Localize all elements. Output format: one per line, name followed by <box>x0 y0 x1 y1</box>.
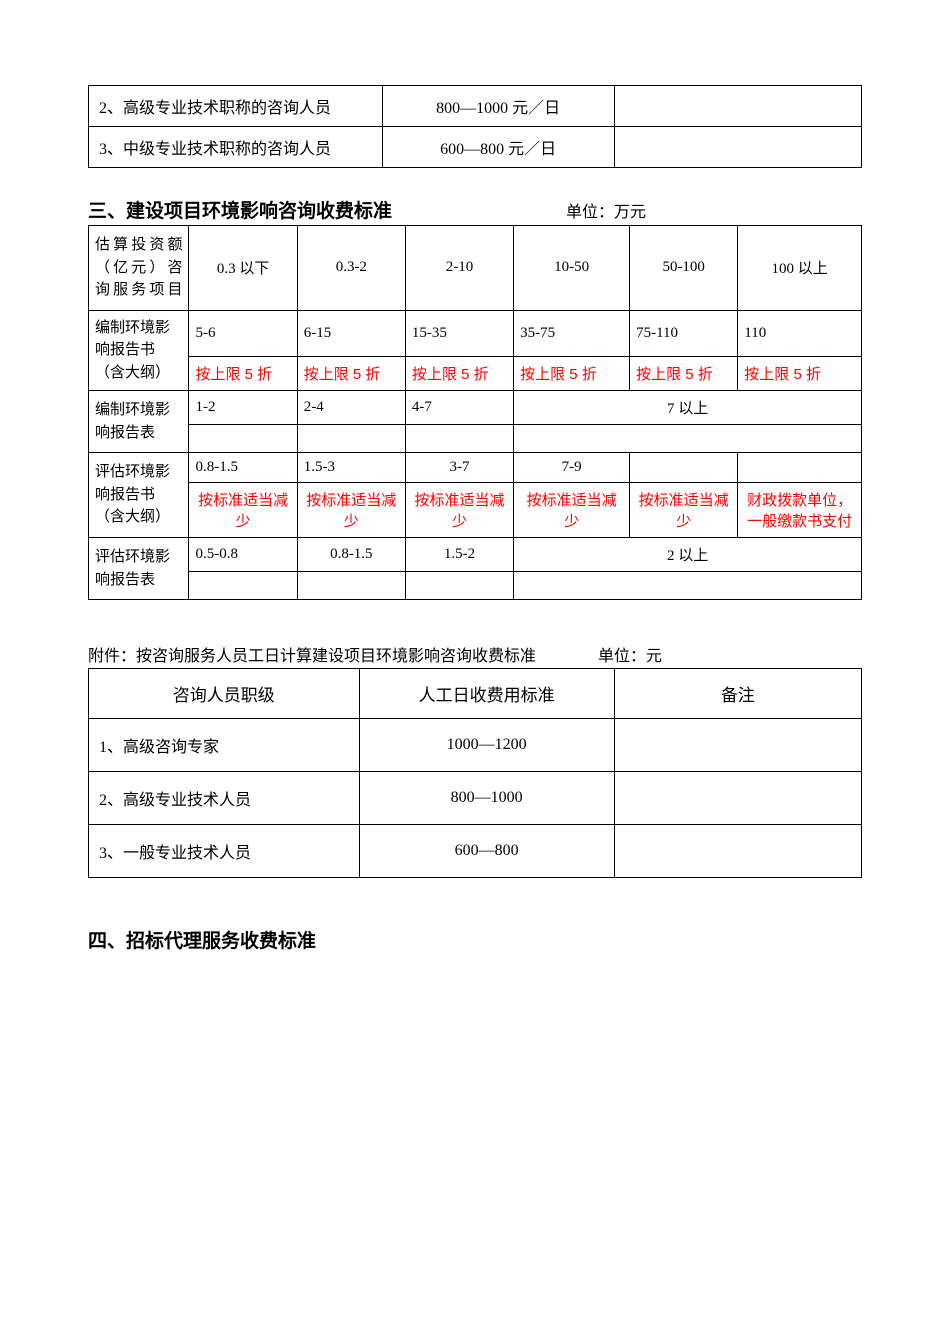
col-header: 咨询人员职级 <box>89 669 360 719</box>
service-label: 评估环境影响报告书（含大纲） <box>89 453 189 538</box>
empty-cell <box>405 572 513 600</box>
value-cell: 3-7 <box>405 453 513 483</box>
table-header-row: 咨询人员职级 人工日收费用标准 备注 <box>89 669 862 719</box>
empty-cell <box>297 572 405 600</box>
value-cell <box>738 453 862 483</box>
table-row: 评估环境影响报告书（含大纲） 0.8-1.5 1.5-3 3-7 7-9 <box>89 453 862 483</box>
attachment-title-row: 附件：按咨询服务人员工日计算建设项目环境影响咨询收费标准 单位：元 <box>88 642 862 666</box>
section3-title: 三、建设项目环境影响咨询收费标准 <box>88 196 392 223</box>
table-row: 评估环境影响报告表 0.5-0.8 0.8-1.5 1.5-2 2 以上 <box>89 538 862 572</box>
rate-cell: 600—800 <box>359 825 614 878</box>
value-cell: 1.5-2 <box>405 538 513 572</box>
consultant-rate: 800—1000 元／日 <box>382 86 614 127</box>
note-cell: 财政拨款单位，一般缴款书支付 <box>738 483 862 538</box>
note-cell: 按标准适当减少 <box>189 483 297 538</box>
consultant-note <box>614 86 861 127</box>
note-cell: 按标准适当减少 <box>514 483 630 538</box>
section4-title: 四、招标代理服务收费标准 <box>88 926 862 953</box>
section3-unit: 单位：万元 <box>566 204 646 221</box>
consultant-rate: 600—800 元／日 <box>382 127 614 168</box>
empty-cell <box>514 425 862 453</box>
col-header: 人工日收费用标准 <box>359 669 614 719</box>
service-label: 编制环境影响报告表 <box>89 391 189 453</box>
role-label: 1、高级咨询专家 <box>89 719 360 772</box>
value-cell: 35-75 <box>514 310 630 357</box>
tier-cell: 2-10 <box>405 226 513 311</box>
note-cell <box>614 772 861 825</box>
table-header-row: 估算投资额（亿元）咨询服务项目 0.3 以下 0.3-2 2-10 10-50 … <box>89 226 862 311</box>
table-row: 编制环境影响报告书（含大纲） 5-6 6-15 15-35 35-75 75-1… <box>89 310 862 357</box>
consultant-rate-table: 2、高级专业技术职称的咨询人员 800—1000 元／日 3、中级专业技术职称的… <box>88 85 862 168</box>
table-row: 3、一般专业技术人员 600—800 <box>89 825 862 878</box>
empty-cell <box>189 425 297 453</box>
service-label: 评估环境影响报告表 <box>89 538 189 600</box>
empty-cell <box>514 572 862 600</box>
value-cell: 1-2 <box>189 391 297 425</box>
tier-cell: 10-50 <box>514 226 630 311</box>
empty-cell <box>405 425 513 453</box>
tier-cell: 0.3 以下 <box>189 226 297 311</box>
table-row: 2、高级专业技术职称的咨询人员 800—1000 元／日 <box>89 86 862 127</box>
consultant-label: 3、中级专业技术职称的咨询人员 <box>89 127 383 168</box>
empty-cell <box>297 425 405 453</box>
note-cell <box>614 719 861 772</box>
value-cell: 0.8-1.5 <box>297 538 405 572</box>
value-cell: 5-6 <box>189 310 297 357</box>
table-row: 2、高级专业技术人员 800—1000 <box>89 772 862 825</box>
table-row: 3、中级专业技术职称的咨询人员 600—800 元／日 <box>89 127 862 168</box>
section3-heading-row: 三、建设项目环境影响咨询收费标准 单位：万元 <box>88 168 862 225</box>
note-cell: 按上限 5 折 <box>405 357 513 391</box>
value-cell: 0.5-0.8 <box>189 538 297 572</box>
value-cell: 6-15 <box>297 310 405 357</box>
note-cell: 按上限 5 折 <box>189 357 297 391</box>
consultant-note <box>614 127 861 168</box>
value-cell <box>630 453 738 483</box>
rate-cell: 1000—1200 <box>359 719 614 772</box>
table-note-row <box>89 572 862 600</box>
note-cell: 按标准适当减少 <box>405 483 513 538</box>
value-cell: 15-35 <box>405 310 513 357</box>
merged-value-cell: 2 以上 <box>514 538 862 572</box>
col-header: 备注 <box>614 669 861 719</box>
value-cell: 1.5-3 <box>297 453 405 483</box>
value-cell: 7-9 <box>514 453 630 483</box>
merged-value-cell: 7 以上 <box>514 391 862 425</box>
note-cell: 按标准适当减少 <box>630 483 738 538</box>
table-row: 编制环境影响报告表 1-2 2-4 4-7 7 以上 <box>89 391 862 425</box>
attachment-title: 附件：按咨询服务人员工日计算建设项目环境影响咨询收费标准 <box>88 648 536 665</box>
consultant-label: 2、高级专业技术职称的咨询人员 <box>89 86 383 127</box>
attachment-rate-table: 咨询人员职级 人工日收费用标准 备注 1、高级咨询专家 1000—1200 2、… <box>88 668 862 878</box>
note-cell <box>614 825 861 878</box>
service-label: 编制环境影响报告书（含大纲） <box>89 310 189 391</box>
value-cell: 75-110 <box>630 310 738 357</box>
tier-cell: 0.3-2 <box>297 226 405 311</box>
value-cell: 4-7 <box>405 391 513 425</box>
empty-cell <box>189 572 297 600</box>
attachment-unit: 单位：元 <box>598 648 662 665</box>
value-cell: 110 <box>738 310 862 357</box>
header-invest-label: 估算投资额（亿元）咨询服务项目 <box>89 226 189 311</box>
tier-cell: 100 以上 <box>738 226 862 311</box>
note-cell: 按标准适当减少 <box>297 483 405 538</box>
note-cell: 按上限 5 折 <box>630 357 738 391</box>
value-cell: 2-4 <box>297 391 405 425</box>
rate-cell: 800—1000 <box>359 772 614 825</box>
tier-cell: 50-100 <box>630 226 738 311</box>
env-impact-fee-table: 估算投资额（亿元）咨询服务项目 0.3 以下 0.3-2 2-10 10-50 … <box>88 225 862 600</box>
table-note-row: 按上限 5 折 按上限 5 折 按上限 5 折 按上限 5 折 按上限 5 折 … <box>89 357 862 391</box>
table-note-row <box>89 425 862 453</box>
value-cell: 0.8-1.5 <box>189 453 297 483</box>
role-label: 2、高级专业技术人员 <box>89 772 360 825</box>
note-cell: 按上限 5 折 <box>514 357 630 391</box>
role-label: 3、一般专业技术人员 <box>89 825 360 878</box>
note-cell: 按上限 5 折 <box>738 357 862 391</box>
note-cell: 按上限 5 折 <box>297 357 405 391</box>
table-row: 1、高级咨询专家 1000—1200 <box>89 719 862 772</box>
table-note-row: 按标准适当减少 按标准适当减少 按标准适当减少 按标准适当减少 按标准适当减少 … <box>89 483 862 538</box>
